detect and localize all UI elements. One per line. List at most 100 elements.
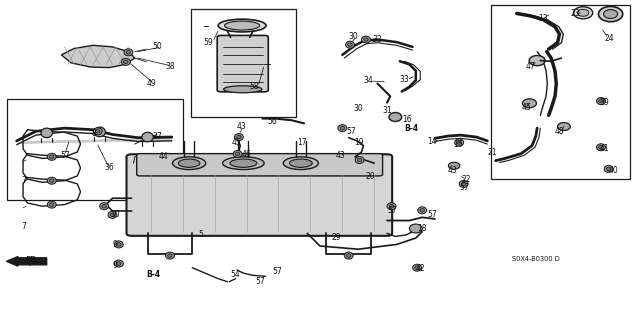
Text: 56: 56 [268, 117, 277, 126]
FancyBboxPatch shape [127, 154, 392, 236]
Text: 29: 29 [332, 233, 341, 242]
Text: 43: 43 [336, 151, 346, 160]
Text: 5: 5 [198, 230, 204, 239]
Ellipse shape [410, 224, 422, 233]
Ellipse shape [126, 51, 131, 54]
Ellipse shape [223, 157, 264, 170]
Ellipse shape [346, 41, 355, 48]
Text: 39: 39 [600, 98, 609, 107]
Text: 57: 57 [60, 151, 70, 160]
Text: 43: 43 [448, 166, 458, 175]
Ellipse shape [387, 203, 396, 210]
Text: 43: 43 [237, 122, 247, 131]
Ellipse shape [389, 113, 402, 122]
Ellipse shape [115, 260, 124, 267]
Ellipse shape [49, 155, 54, 159]
Text: S0X4-B0300 D: S0X4-B0300 D [511, 256, 559, 262]
Text: 16: 16 [402, 115, 412, 124]
Ellipse shape [460, 180, 468, 188]
Ellipse shape [596, 98, 605, 105]
Text: 38: 38 [166, 61, 175, 70]
Text: 7: 7 [21, 222, 26, 231]
Ellipse shape [116, 243, 121, 246]
Ellipse shape [93, 128, 102, 135]
Ellipse shape [389, 204, 394, 208]
Bar [7, 100, 182, 200]
Ellipse shape [168, 254, 172, 257]
Text: 44: 44 [159, 152, 169, 161]
Ellipse shape [604, 165, 613, 172]
Bar [491, 5, 630, 179]
Text: 57: 57 [272, 267, 282, 276]
Ellipse shape [223, 86, 262, 93]
Ellipse shape [557, 123, 570, 131]
Ellipse shape [362, 36, 371, 43]
Ellipse shape [604, 10, 618, 19]
Text: 31: 31 [383, 106, 392, 115]
Ellipse shape [289, 159, 312, 167]
Text: 57: 57 [255, 277, 264, 286]
Ellipse shape [355, 156, 364, 164]
Ellipse shape [108, 211, 117, 218]
Ellipse shape [225, 21, 260, 30]
Ellipse shape [100, 203, 109, 210]
Ellipse shape [348, 43, 352, 46]
Ellipse shape [596, 144, 605, 151]
Ellipse shape [599, 99, 604, 103]
Text: 48: 48 [555, 127, 564, 136]
Ellipse shape [449, 162, 460, 169]
Ellipse shape [218, 19, 266, 32]
Text: 19: 19 [354, 138, 364, 147]
Ellipse shape [173, 157, 205, 170]
Text: 36: 36 [104, 164, 114, 172]
Text: 30: 30 [349, 32, 358, 41]
Ellipse shape [94, 127, 106, 137]
Ellipse shape [237, 135, 241, 139]
Text: 14: 14 [428, 137, 437, 146]
Ellipse shape [115, 241, 124, 248]
Ellipse shape [124, 60, 128, 64]
Text: 7: 7 [21, 176, 26, 185]
Text: 15: 15 [453, 140, 463, 149]
Ellipse shape [418, 207, 427, 214]
Ellipse shape [47, 153, 56, 160]
Ellipse shape [166, 252, 174, 259]
Ellipse shape [41, 128, 52, 138]
Text: 49: 49 [147, 79, 156, 88]
Ellipse shape [599, 146, 604, 149]
Text: 8: 8 [92, 129, 96, 138]
Ellipse shape [47, 177, 56, 184]
Text: 57: 57 [460, 183, 469, 192]
Ellipse shape [420, 209, 424, 212]
Ellipse shape [102, 204, 106, 208]
Text: 24: 24 [604, 34, 614, 43]
FancyBboxPatch shape [137, 154, 383, 176]
Text: 32: 32 [372, 35, 382, 44]
Text: 59: 59 [203, 38, 213, 47]
Ellipse shape [340, 126, 344, 130]
Text: B-4: B-4 [404, 124, 419, 132]
Ellipse shape [577, 9, 589, 16]
Text: 46: 46 [242, 150, 252, 159]
Bar [191, 9, 296, 117]
Ellipse shape [122, 58, 131, 65]
Ellipse shape [179, 159, 200, 167]
Text: 40: 40 [609, 166, 618, 175]
Text: 10: 10 [111, 210, 120, 219]
Ellipse shape [413, 264, 422, 271]
Text: 17: 17 [298, 138, 307, 147]
Ellipse shape [116, 262, 121, 265]
Ellipse shape [457, 141, 461, 144]
Text: 23: 23 [570, 9, 580, 18]
Ellipse shape [607, 167, 611, 171]
Text: 22: 22 [462, 175, 471, 184]
Text: 21: 21 [487, 148, 497, 157]
Ellipse shape [598, 6, 623, 22]
Text: 58: 58 [250, 82, 259, 91]
Text: 57: 57 [387, 206, 397, 215]
Text: 45: 45 [521, 103, 531, 112]
Ellipse shape [142, 132, 154, 142]
Ellipse shape [95, 130, 100, 133]
Polygon shape [61, 45, 135, 68]
Ellipse shape [364, 38, 368, 41]
